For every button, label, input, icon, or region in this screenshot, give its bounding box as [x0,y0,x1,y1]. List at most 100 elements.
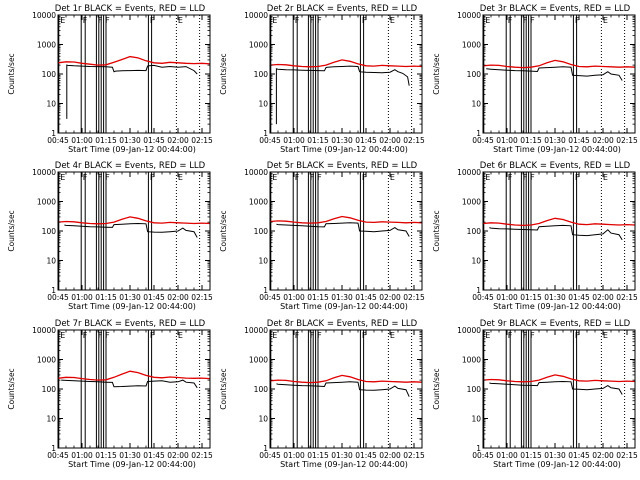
y-tick-label: 10000 [32,326,56,335]
marker-label: E [272,173,277,182]
lld-series-line [269,59,423,68]
marker-label: E [60,173,65,182]
x-tick-label: 01:45 [568,136,590,145]
x-tick-label: 02:15 [616,293,638,302]
chart-title: Det 7r BLACK = Events, RED = LLD [55,319,206,329]
y-tick-label: 100 [254,385,269,394]
events-series-line [64,222,198,238]
marker-label: E [60,331,65,340]
x-tick-label: 02:00 [379,451,401,460]
x-tick-label: 01:45 [355,451,377,460]
marker-label: E [603,173,608,182]
x-tick-label: 00:45 [259,451,281,460]
x-tick-label: 02:15 [403,293,425,302]
x-tick-label: 01:15 [95,293,117,302]
marker-label: F [150,16,155,25]
marker-label: F [530,16,535,25]
x-tick-label: 01:45 [568,451,590,460]
marker-label: E [178,16,183,25]
chart-panel-6: Det 6r BLACK = Events, RED = LLDEFFFFE11… [432,161,638,311]
y-tick-label: 10000 [457,168,481,177]
x-tick-label: 01:45 [355,293,377,302]
x-tick-label: 01:00 [496,293,518,302]
y-tick-label: 10 [471,257,481,266]
y-tick-label: 10 [46,257,56,266]
y-axis-label: Counts/sec [432,210,441,251]
events-series-line [489,224,623,241]
x-tick-label: 02:00 [167,451,189,460]
x-tick-label: 00:45 [47,451,69,460]
marker-label: E [178,331,183,340]
marker-label: F [310,173,315,182]
y-tick-label: 1 [263,286,268,295]
x-tick-label: 02:15 [191,293,213,302]
y-tick-label: 100 [42,70,57,79]
y-axis-label: Counts/sec [432,53,441,94]
events-series-line [61,379,198,389]
y-tick-label: 1000 [37,198,56,207]
marker-label: E [390,173,395,182]
marker-label: F [105,331,110,340]
marker-label: F [523,16,528,25]
y-tick-label: 100 [467,385,482,394]
y-axis-label: Counts/sec [432,368,441,409]
x-tick-label: 02:15 [191,451,213,460]
chart-title: Det 6r BLACK = Events, RED = LLD [480,161,631,171]
marker-label: E [390,331,395,340]
marker-label: E [485,331,490,340]
events-series-line [486,66,623,81]
y-tick-label: 10 [46,100,56,109]
x-tick-label: 01:00 [496,451,518,460]
x-tick-label: 01:15 [307,293,329,302]
x-tick-label: 00:45 [472,136,494,145]
marker-label: F [317,331,322,340]
x-tick-label: 01:45 [355,136,377,145]
x-tick-label: 01:00 [71,451,93,460]
x-tick-label: 02:00 [379,293,401,302]
x-tick-label: 02:15 [403,451,425,460]
x-axis-label: Start Time (09-Jan-12 00:44:00) [493,460,621,469]
y-tick-label: 10000 [32,11,56,20]
chart-panel-8: Det 8r BLACK = Events, RED = LLDEFFFFE11… [219,319,425,469]
x-tick-label: 01:30 [544,451,566,460]
y-tick-label: 1 [51,286,56,295]
y-tick-label: 1000 [462,41,481,50]
x-tick-label: 01:45 [143,136,165,145]
marker-label: F [575,173,580,182]
y-tick-label: 10000 [457,11,481,20]
y-tick-label: 1000 [249,356,268,365]
x-tick-label: 01:00 [71,293,93,302]
x-tick-label: 00:45 [47,293,69,302]
marker-label: E [603,331,608,340]
chart-title: Det 3r BLACK = Events, RED = LLD [480,4,631,14]
x-tick-label: 02:00 [592,136,614,145]
y-tick-label: 1 [263,444,268,453]
marker-label: F [523,331,528,340]
x-tick-label: 01:30 [331,451,353,460]
marker-label: E [603,16,608,25]
lld-series-line [57,216,211,225]
y-tick-label: 10 [471,100,481,109]
chart-title: Det 8r BLACK = Events, RED = LLD [267,319,418,329]
marker-label: F [310,16,315,25]
marker-label: E [178,173,183,182]
x-tick-label: 02:00 [167,293,189,302]
y-tick-label: 10 [471,415,481,424]
y-tick-label: 10000 [244,326,268,335]
x-tick-label: 00:45 [472,451,494,460]
chart-title: Det 5r BLACK = Events, RED = LLD [267,161,418,171]
marker-label: F [98,16,103,25]
y-tick-label: 10 [258,415,268,424]
marker-label: E [485,16,490,25]
y-tick-label: 1000 [37,356,56,365]
y-tick-label: 1000 [37,41,56,50]
lld-series-line [482,59,636,69]
events-series-line [275,65,410,125]
y-tick-label: 10 [258,257,268,266]
chart-panel-5: Det 5r BLACK = Events, RED = LLDEFFFFE11… [219,161,425,311]
x-tick-label: 01:00 [283,136,305,145]
x-tick-label: 01:15 [307,451,329,460]
x-tick-label: 01:45 [143,451,165,460]
marker-label: E [485,173,490,182]
marker-label: F [98,331,103,340]
